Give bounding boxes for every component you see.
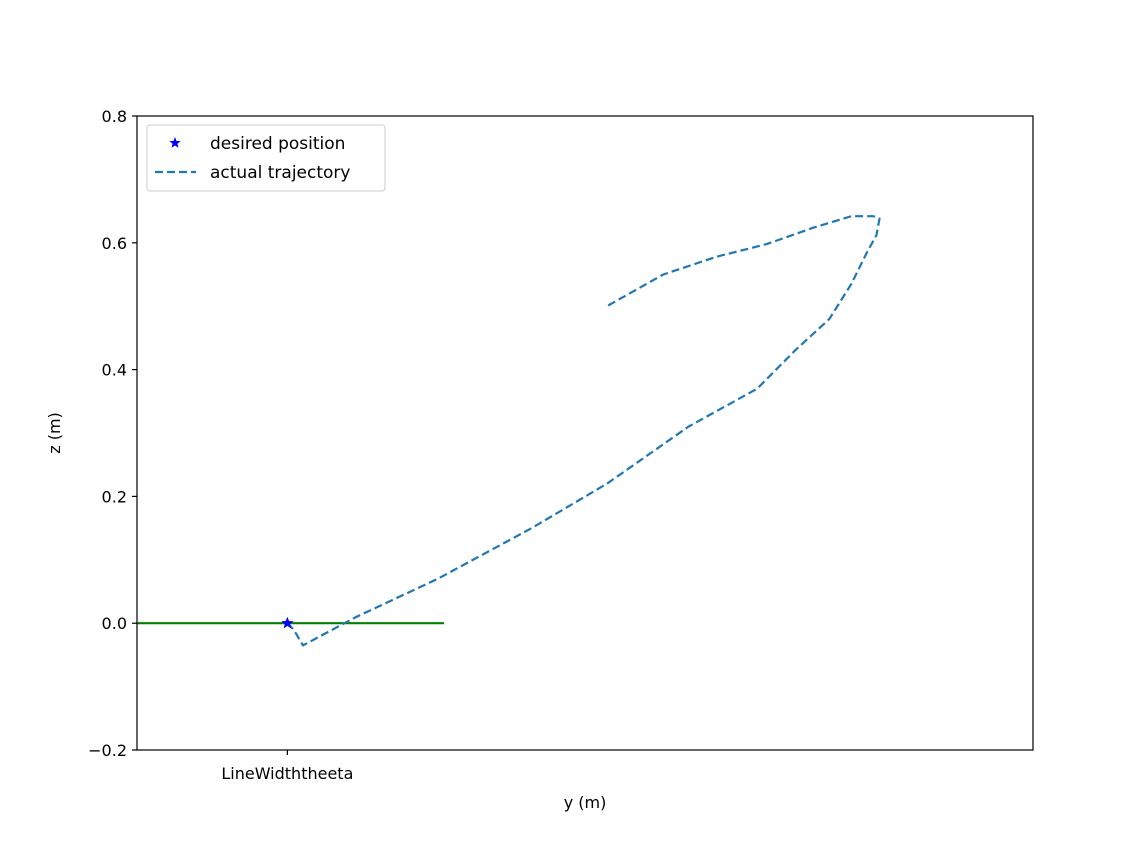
plot-background	[137, 116, 1033, 750]
x-axis: LineWidththeeta	[221, 750, 353, 783]
actual-trajectory-line	[286, 215, 881, 647]
legend-label: desired position	[210, 134, 345, 154]
x-tick-label: LineWidththeeta	[221, 764, 353, 783]
y-tick-label: −0.2	[88, 741, 127, 760]
y-axis: −0.2 0.0 0.2 0.4 0.6 0.8	[88, 107, 137, 760]
y-tick-label: 0.2	[102, 487, 127, 506]
desired-position-marker	[281, 616, 294, 629]
legend-label: actual trajectory	[210, 163, 350, 183]
y-axis-label: z (m)	[45, 412, 64, 454]
y-tick-label: 0.6	[102, 234, 127, 253]
series-layer	[137, 215, 881, 647]
y-tick-label: 0.0	[102, 614, 127, 633]
legend-box	[146, 124, 386, 192]
legend: desired position actual trajectory	[146, 124, 386, 192]
y-tick-label: 0.4	[102, 361, 127, 380]
plot-frame	[136, 115, 1034, 751]
y-tick-label: 0.8	[102, 107, 127, 126]
legend-star-icon	[169, 137, 181, 148]
plot-area	[136, 115, 1034, 751]
x-axis-label: y (m)	[564, 793, 607, 812]
